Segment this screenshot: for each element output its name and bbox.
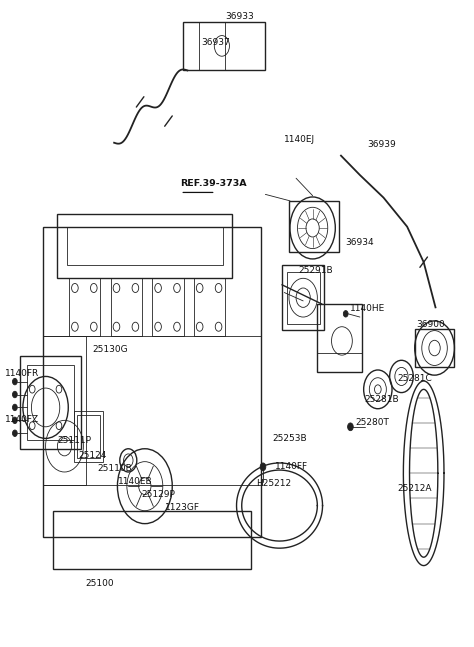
Text: 36900: 36900 bbox=[417, 320, 446, 329]
Circle shape bbox=[260, 463, 266, 471]
Text: 25129P: 25129P bbox=[142, 490, 175, 499]
Text: 25111P: 25111P bbox=[57, 436, 91, 445]
Text: 36934: 36934 bbox=[346, 238, 374, 247]
Circle shape bbox=[343, 311, 348, 317]
Bar bbox=[153, 278, 183, 336]
Bar bbox=[19, 356, 81, 450]
Text: 25130G: 25130G bbox=[93, 345, 128, 355]
Text: 36939: 36939 bbox=[367, 140, 396, 149]
Text: 1140FR: 1140FR bbox=[5, 369, 40, 378]
Text: 25280T: 25280T bbox=[355, 418, 389, 427]
Text: REF.39-373A: REF.39-373A bbox=[180, 179, 247, 188]
Text: 25110B: 25110B bbox=[98, 465, 132, 474]
Text: H25212: H25212 bbox=[256, 479, 291, 488]
Bar bbox=[74, 411, 103, 463]
Text: 25281C: 25281C bbox=[398, 374, 432, 383]
Text: 1140FZ: 1140FZ bbox=[5, 415, 39, 424]
Bar bbox=[182, 22, 265, 71]
Circle shape bbox=[12, 417, 17, 424]
Text: 25281B: 25281B bbox=[365, 395, 399, 404]
Bar bbox=[53, 510, 251, 569]
Bar bbox=[67, 226, 223, 265]
Circle shape bbox=[12, 404, 17, 411]
Bar bbox=[415, 329, 455, 367]
Bar bbox=[282, 265, 324, 330]
Text: 25212A: 25212A bbox=[398, 484, 432, 492]
Bar bbox=[111, 278, 142, 336]
Bar bbox=[287, 272, 319, 324]
Bar bbox=[27, 366, 74, 440]
Bar bbox=[194, 278, 225, 336]
Circle shape bbox=[12, 430, 17, 437]
Text: 1140EJ: 1140EJ bbox=[284, 135, 315, 144]
Bar bbox=[69, 278, 100, 336]
Text: 1140EB: 1140EB bbox=[118, 477, 153, 486]
Circle shape bbox=[347, 423, 353, 431]
Bar bbox=[43, 336, 86, 485]
Text: 1140FF: 1140FF bbox=[275, 462, 308, 471]
Circle shape bbox=[12, 378, 17, 385]
Text: 36933: 36933 bbox=[225, 12, 254, 21]
Bar bbox=[289, 201, 338, 252]
Circle shape bbox=[12, 391, 17, 398]
Bar bbox=[318, 304, 362, 372]
Text: 25100: 25100 bbox=[86, 579, 114, 588]
Bar bbox=[77, 415, 100, 458]
Text: 25124: 25124 bbox=[79, 452, 107, 461]
Bar bbox=[43, 336, 261, 485]
Text: 25291B: 25291B bbox=[299, 266, 333, 275]
Text: 25253B: 25253B bbox=[273, 434, 307, 443]
Text: 1140HE: 1140HE bbox=[350, 303, 386, 313]
Bar bbox=[43, 226, 261, 536]
Text: 36937: 36937 bbox=[201, 38, 230, 47]
Bar bbox=[57, 214, 232, 278]
Text: 1123GF: 1123GF bbox=[165, 503, 200, 512]
